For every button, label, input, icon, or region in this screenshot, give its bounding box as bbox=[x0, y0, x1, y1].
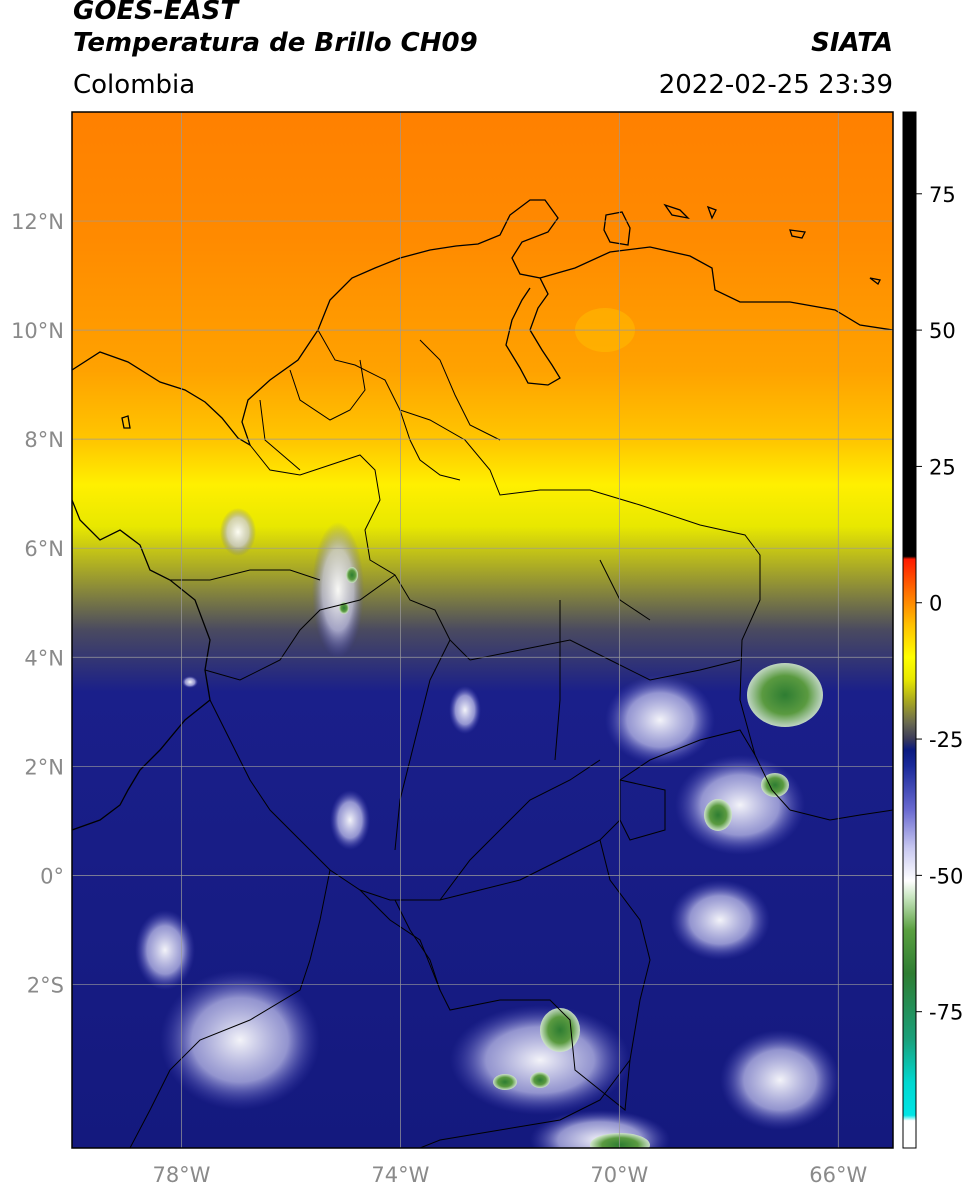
lon-label: 66°W bbox=[809, 1163, 867, 1187]
colorbar-ticks: 75 50 25 0 -25 -50 -75 bbox=[916, 183, 963, 1025]
lat-label: 12°N bbox=[11, 210, 64, 234]
lon-label: 74°W bbox=[371, 1163, 429, 1187]
lat-label: 2°S bbox=[27, 973, 64, 997]
graticule bbox=[72, 112, 893, 1148]
satellite-title: GOES-EAST bbox=[73, 0, 239, 26]
region-label: Colombia bbox=[73, 70, 196, 100]
admin-boundaries bbox=[129, 329, 893, 1148]
lat-label: 0° bbox=[40, 864, 64, 888]
agency-label: SIATA bbox=[811, 28, 893, 58]
datetime-label: 2022-02-25 23:39 bbox=[658, 70, 893, 100]
colorbar bbox=[902, 111, 917, 1149]
lat-label: 10°N bbox=[11, 319, 64, 343]
colorbar-tick-label: 75 bbox=[929, 183, 956, 207]
colorbar-tick-label: 0 bbox=[929, 592, 942, 616]
lat-label: 4°N bbox=[24, 646, 64, 670]
lat-label: 6°N bbox=[24, 537, 64, 561]
lon-label: 70°W bbox=[590, 1163, 648, 1187]
lon-label: 78°W bbox=[152, 1163, 210, 1187]
product-title: Temperatura de Brillo CH09 bbox=[73, 28, 478, 58]
latitude-labels: 12°N 10°N 8°N 6°N 4°N 2°N 0° 2°S bbox=[11, 210, 64, 997]
colorbar-tick-label: 50 bbox=[929, 319, 956, 343]
lat-label: 8°N bbox=[24, 428, 64, 452]
colorbar-tick-label: -50 bbox=[929, 864, 963, 888]
longitude-labels: 78°W 74°W 70°W 66°W bbox=[152, 1163, 867, 1187]
western-haze bbox=[72, 460, 282, 980]
lat-label: 2°N bbox=[24, 755, 64, 779]
map-area bbox=[72, 112, 893, 1148]
colorbar-tick-label: -75 bbox=[929, 1001, 963, 1025]
deep-convection-cores bbox=[339, 567, 823, 1148]
colorbar-tick-label: -25 bbox=[929, 728, 963, 752]
map-frame bbox=[71, 111, 894, 1149]
colorbar-tick-label: 25 bbox=[929, 455, 956, 479]
